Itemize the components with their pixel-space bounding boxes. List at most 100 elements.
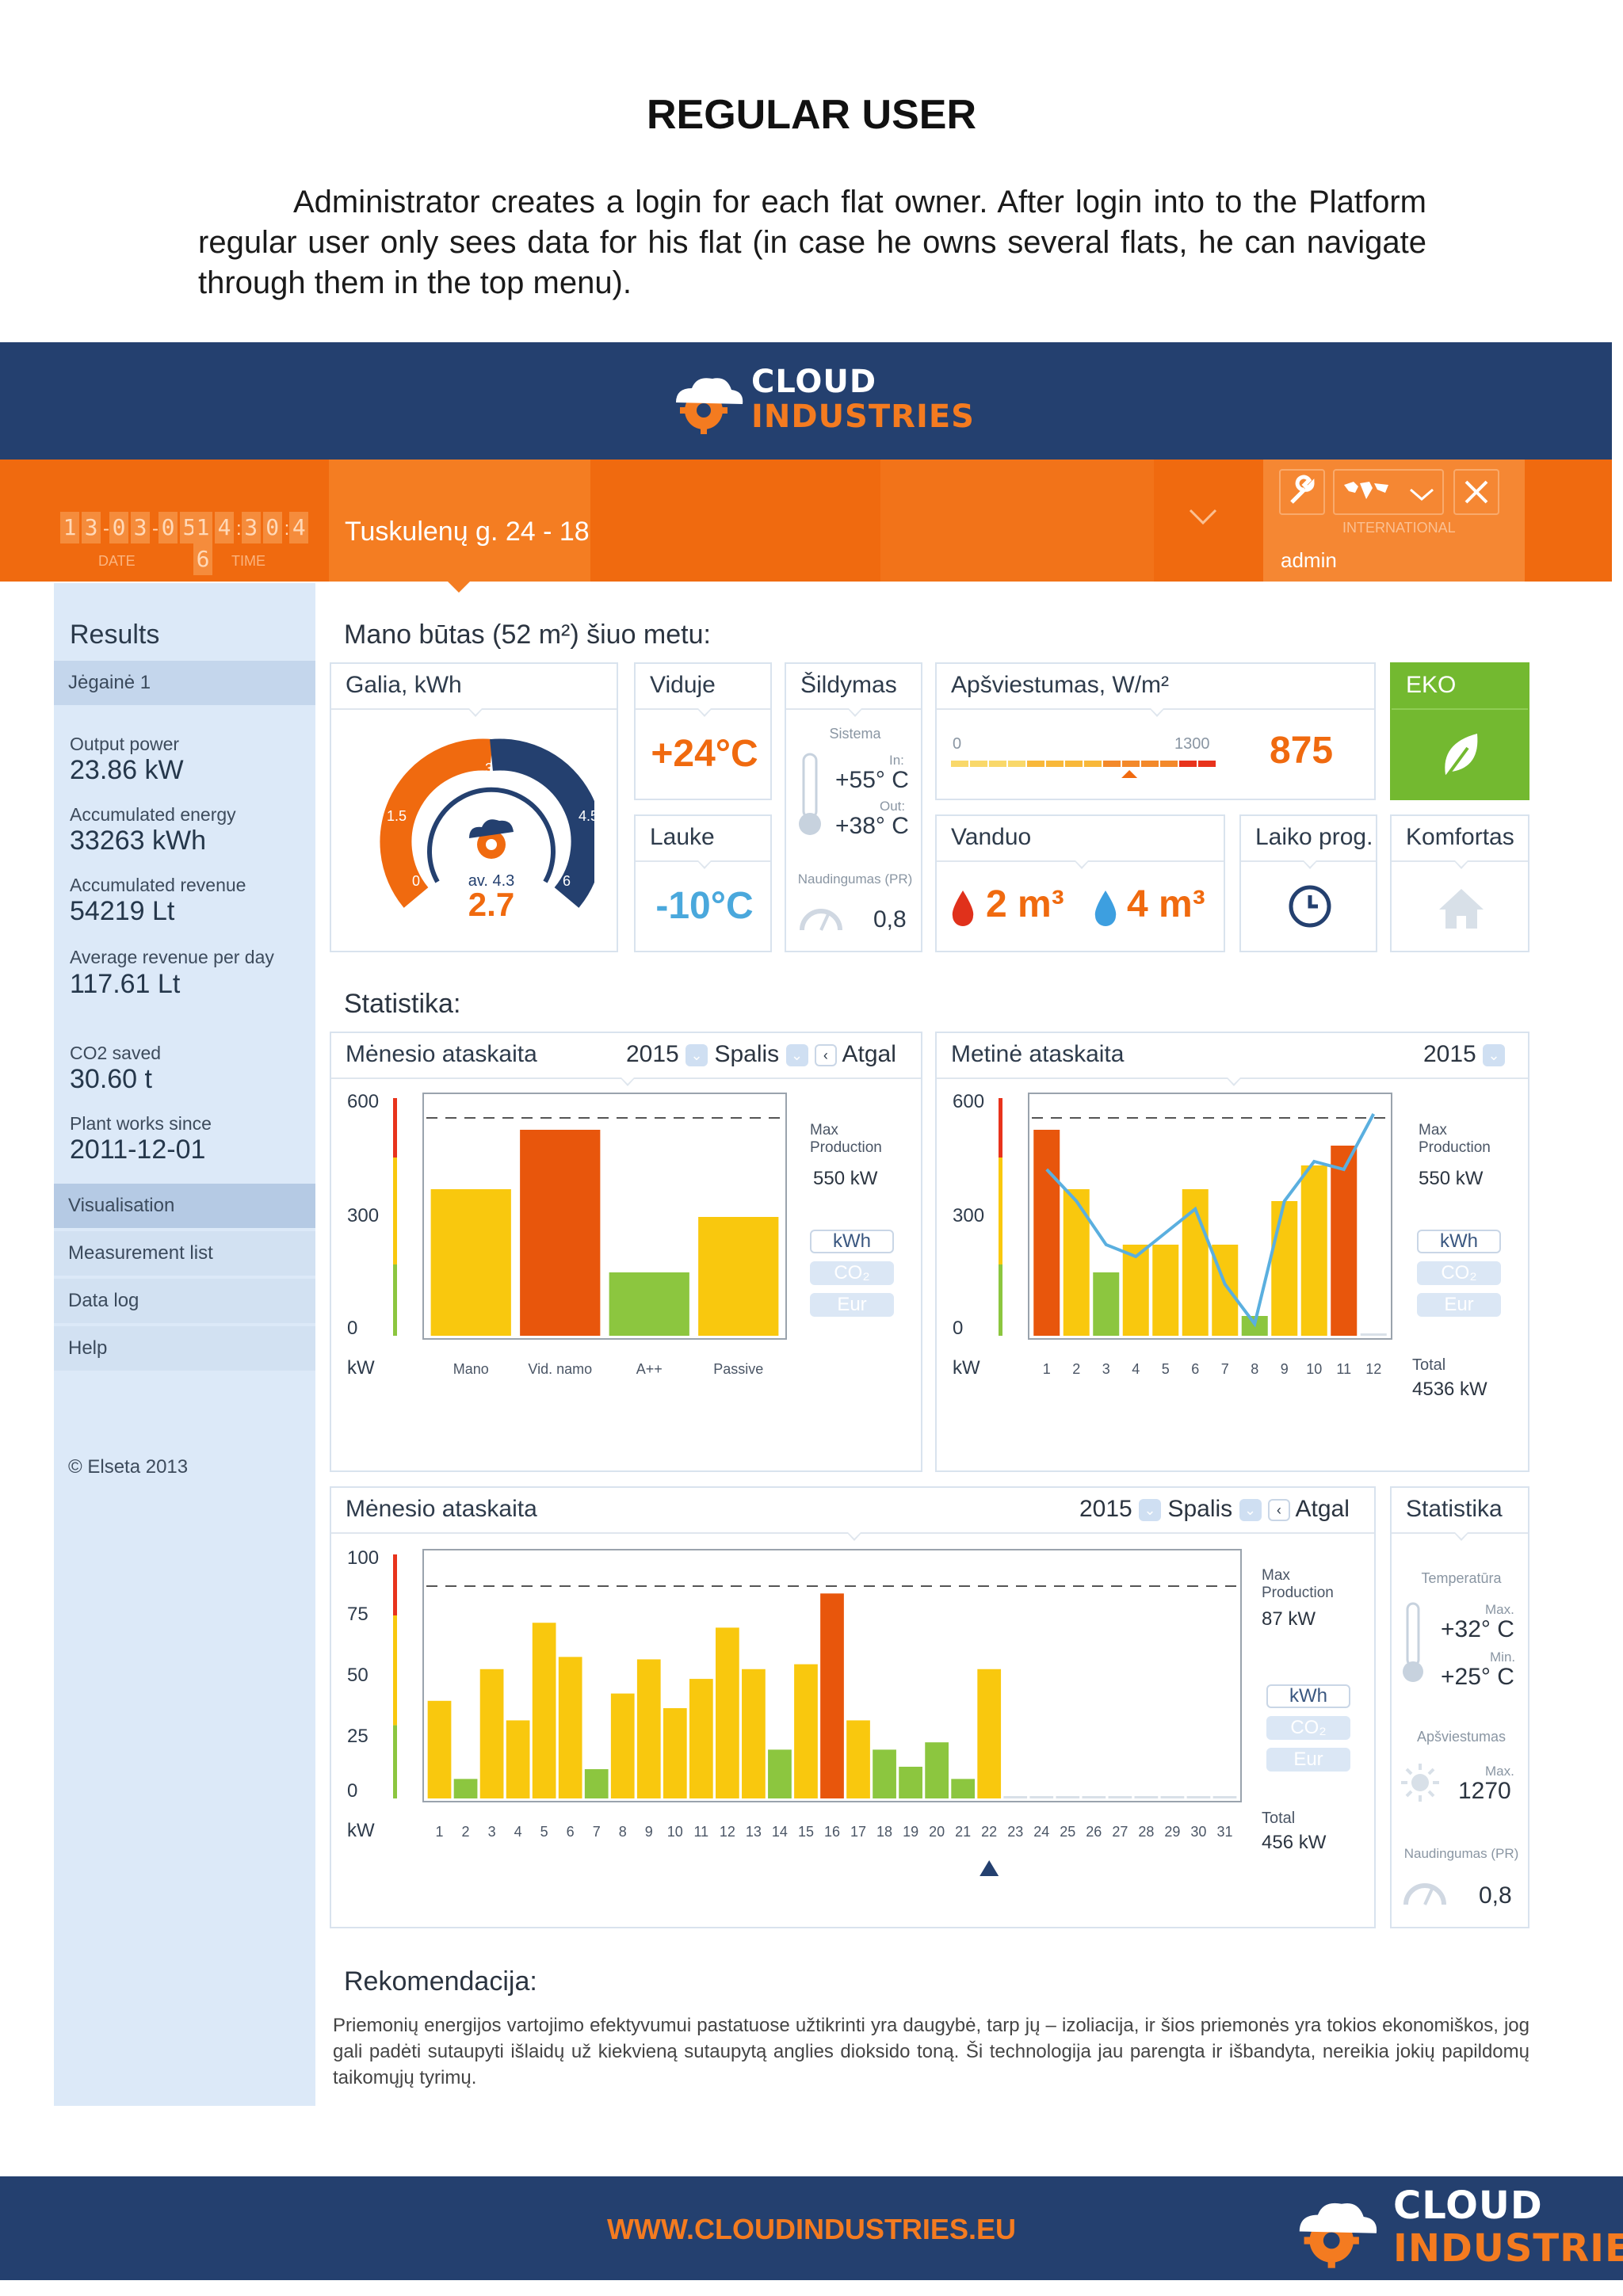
chart-bar	[520, 1130, 601, 1336]
max-label: Max Production	[1419, 1122, 1491, 1156]
comfort-panel[interactable]: Komfortas	[1390, 814, 1529, 952]
unit-co2-button[interactable]: CO₂	[1417, 1261, 1501, 1285]
chart-bar	[427, 1700, 452, 1798]
x-tick-label: 15	[798, 1824, 814, 1840]
chart-bar	[925, 1742, 949, 1798]
temp-max-value: +32° C	[1441, 1616, 1514, 1642]
chart-bar	[1122, 1245, 1149, 1336]
year-dropdown-chevron-icon[interactable]: ⌄	[1483, 1044, 1506, 1067]
region-selector[interactable]	[1333, 469, 1444, 515]
unit-co2-button[interactable]: CO₂	[1266, 1716, 1350, 1740]
year-dropdown-chevron-icon[interactable]: ⌄	[685, 1044, 708, 1067]
cold-water-value: 4 m³	[1127, 883, 1205, 925]
x-tick-label: 17	[850, 1824, 866, 1840]
website-link[interactable]: WWW.CLOUDINDUSTRIES.EU	[607, 2213, 1016, 2245]
chart-bar	[951, 1779, 976, 1798]
back-chevron-icon[interactable]: ‹	[814, 1044, 837, 1067]
gauge-tick: 1.5	[387, 808, 407, 824]
date-digit: 0	[109, 512, 128, 543]
year-dropdown-chevron-icon[interactable]: ⌄	[1139, 1499, 1162, 1522]
flat-selector[interactable]: Tuskulenų g. 24 - 18	[329, 460, 590, 593]
x-tick-label: 2	[462, 1824, 470, 1840]
chevron-down-icon	[1410, 488, 1434, 501]
month-dropdown-chevron-icon[interactable]: ⌄	[785, 1044, 808, 1067]
chart-bar	[1160, 1796, 1185, 1798]
chart-bar	[1134, 1796, 1159, 1798]
nav-visualisation[interactable]: Visualisation	[54, 1184, 315, 1228]
x-tick-label: 3	[488, 1824, 496, 1840]
light-scale-segment	[1160, 761, 1178, 767]
unit-co2-button[interactable]: CO₂	[810, 1261, 894, 1285]
x-tick-label: Vid. namo	[528, 1361, 592, 1377]
close-button[interactable]	[1453, 469, 1499, 515]
flat-address: Tuskulenų g. 24 - 18	[345, 517, 590, 547]
month-dropdown-chevron-icon[interactable]: ⌄	[1239, 1499, 1262, 1522]
efficiency-label: Naudingumas (PR)	[1403, 1846, 1519, 1861]
metric-value: 30.60 t	[70, 1064, 152, 1094]
time-digit: 6	[193, 543, 212, 575]
eko-panel[interactable]: EKO	[1390, 662, 1529, 800]
x-tick-label: 14	[772, 1824, 788, 1840]
user-name: admin	[1281, 548, 1337, 572]
light-scale-segment	[1179, 761, 1197, 767]
light-scale-segment	[1122, 761, 1140, 767]
nav-help[interactable]: Help	[54, 1326, 315, 1371]
close-icon	[1465, 480, 1488, 504]
x-tick-label: Mano	[453, 1361, 489, 1377]
plant-selector[interactable]: Jėgainė 1	[54, 661, 315, 705]
comfort-title: Komfortas	[1406, 824, 1514, 850]
gauge-tick: 3	[485, 761, 493, 776]
sidebar-title: Results	[70, 620, 160, 650]
monthly-controls: 2015 ⌄ Spalis ⌄ ‹ Atgal	[626, 1041, 896, 1068]
back-chevron-icon[interactable]: ‹	[1267, 1499, 1290, 1522]
axis-strip	[393, 1615, 397, 1726]
x-tick-label: 10	[1306, 1361, 1322, 1377]
timer-panel[interactable]: Laiko prog.	[1239, 814, 1377, 952]
chart-bar	[479, 1669, 504, 1798]
x-tick-label: 29	[1164, 1824, 1180, 1840]
power-value: 2.7	[468, 886, 514, 923]
unit-kwh-button[interactable]: kWh	[810, 1230, 894, 1253]
world-map-icon	[1344, 482, 1388, 499]
document-title: REGULAR USER	[646, 92, 977, 138]
efficiency-value: 0,8	[1479, 1882, 1512, 1909]
yearly-title: Metinė ataskaita	[951, 1041, 1125, 1067]
nav-measurement-list[interactable]: Measurement list	[54, 1231, 315, 1276]
nav-data-log[interactable]: Data log	[54, 1279, 315, 1323]
monthly-comparison-panel: Mėnesio ataskaita 2015 ⌄ Spalis ⌄ ‹ Atga…	[330, 1032, 922, 1472]
power-panel: Galia, kWh 0 1.5 3 4.5 6 av. 4.3 2.7	[330, 662, 618, 952]
unit-kwh-button[interactable]: kWh	[1266, 1684, 1350, 1708]
back-button[interactable]: Atgal	[1295, 1496, 1350, 1522]
back-button[interactable]: Atgal	[842, 1041, 896, 1067]
x-tick-label: 4	[514, 1824, 522, 1840]
metric-label: Output power	[70, 734, 180, 754]
water-panel: Vanduo 2 m³ 4 m³	[935, 814, 1225, 952]
unit-eur-button[interactable]: Eur	[810, 1293, 894, 1317]
hot-water-drop-icon	[952, 891, 974, 926]
home-icon	[1439, 889, 1484, 929]
y-tick-label: 300	[347, 1205, 379, 1226]
x-tick-label: 24	[1033, 1824, 1049, 1840]
efficiency-gauge-icon	[1403, 1883, 1446, 1905]
chart-bar	[1212, 1796, 1237, 1798]
cold-water-drop-icon	[1094, 891, 1117, 926]
max-value: 550 kW	[1419, 1168, 1484, 1189]
y-tick-label: 75	[347, 1604, 369, 1625]
x-tick-label: 11	[693, 1824, 708, 1840]
heating-in-value: +55° C	[835, 767, 909, 793]
settings-wrench-icon[interactable]	[1279, 469, 1325, 515]
flat-dropdown-toggle[interactable]	[1154, 460, 1263, 582]
unit-eur-button[interactable]: Eur	[1417, 1293, 1501, 1317]
x-tick-label: 23	[1007, 1824, 1023, 1840]
chart-bar	[453, 1779, 478, 1798]
daily-controls: 2015 ⌄ Spalis ⌄ ‹ Atgal	[1079, 1496, 1350, 1523]
x-tick-label: 6	[567, 1824, 575, 1840]
unit-eur-button[interactable]: Eur	[1266, 1748, 1350, 1772]
unit-kwh-button[interactable]: kWh	[1417, 1230, 1501, 1253]
chart-bar	[977, 1669, 1002, 1798]
gauge-tick: 0	[412, 873, 420, 889]
light-level-marker-icon	[1121, 770, 1138, 778]
metric-value: 33263 kWh	[70, 826, 206, 856]
